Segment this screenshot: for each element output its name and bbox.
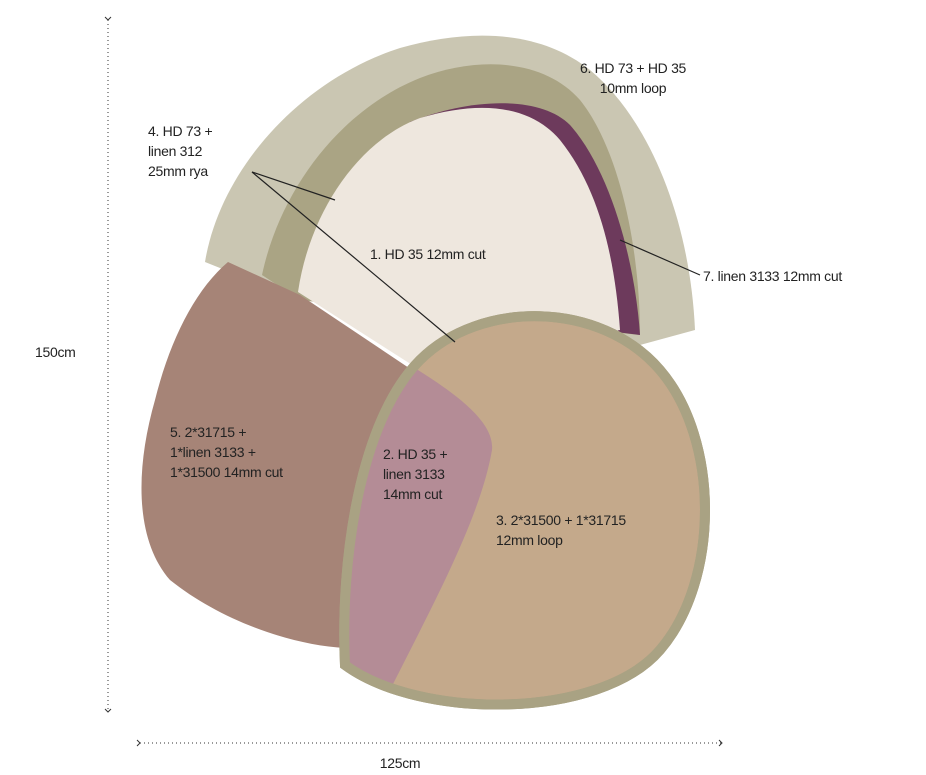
region-label: 25mm rya bbox=[148, 163, 208, 179]
region-label: 6. HD 73 + HD 35 bbox=[580, 60, 687, 76]
region-label: 5. 2*31715 + bbox=[170, 424, 246, 440]
region-label: 12mm loop bbox=[496, 532, 563, 548]
region-label: 1*31500 14mm cut bbox=[170, 464, 283, 480]
leader-lines bbox=[251, 171, 701, 343]
circle-outline bbox=[339, 311, 710, 710]
width-label: 125cm bbox=[380, 755, 421, 771]
region-label: 2. HD 35 + bbox=[383, 446, 447, 462]
region-label: linen 3133 bbox=[383, 466, 445, 482]
region-label: 4. HD 73 + bbox=[148, 123, 212, 139]
region-1 bbox=[298, 107, 620, 371]
region-label: 10mm loop bbox=[600, 80, 667, 96]
region-label: 7. linen 3133 12mm cut bbox=[703, 268, 842, 284]
region-label: 1. HD 35 12mm cut bbox=[370, 246, 486, 262]
region-label: 14mm cut bbox=[383, 486, 442, 502]
region-label: 3. 2*31500 + 1*31715 bbox=[496, 512, 626, 528]
region-label: 1*linen 3133 + bbox=[170, 444, 256, 460]
height-label: 150cm bbox=[35, 344, 76, 360]
region-label: linen 312 bbox=[148, 143, 203, 159]
labels: 1. HD 35 12mm cut 2. HD 35 + linen 3133 14m… bbox=[148, 60, 843, 548]
